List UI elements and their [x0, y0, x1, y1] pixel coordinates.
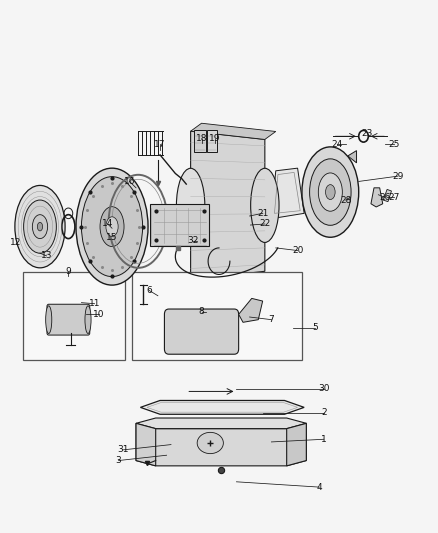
Text: 32: 32 — [187, 237, 198, 246]
Text: 7: 7 — [268, 315, 274, 324]
FancyBboxPatch shape — [207, 130, 217, 152]
Polygon shape — [348, 151, 357, 163]
Text: 31: 31 — [117, 446, 129, 455]
Ellipse shape — [76, 168, 148, 285]
Text: 4: 4 — [317, 482, 322, 491]
Ellipse shape — [177, 168, 205, 243]
Text: 10: 10 — [93, 310, 105, 319]
Text: 24: 24 — [331, 140, 343, 149]
Text: 13: 13 — [41, 252, 52, 260]
Polygon shape — [191, 123, 276, 140]
Ellipse shape — [251, 168, 279, 243]
Text: 26: 26 — [379, 193, 391, 202]
Text: 28: 28 — [340, 196, 351, 205]
Text: 8: 8 — [199, 307, 205, 316]
Ellipse shape — [46, 306, 52, 334]
FancyBboxPatch shape — [132, 272, 302, 360]
Polygon shape — [287, 423, 306, 466]
Ellipse shape — [85, 306, 91, 334]
Text: 25: 25 — [388, 140, 399, 149]
Text: 22: 22 — [259, 220, 271, 229]
Text: 29: 29 — [392, 172, 404, 181]
Text: 27: 27 — [388, 193, 399, 202]
Polygon shape — [239, 298, 263, 322]
Polygon shape — [383, 189, 392, 201]
Text: 3: 3 — [116, 456, 121, 465]
Text: 15: 15 — [106, 233, 118, 242]
Polygon shape — [272, 168, 304, 219]
Ellipse shape — [302, 147, 359, 237]
Text: 19: 19 — [209, 134, 220, 143]
Ellipse shape — [310, 159, 351, 225]
Polygon shape — [191, 131, 265, 279]
Ellipse shape — [37, 222, 42, 231]
FancyBboxPatch shape — [164, 309, 239, 354]
FancyBboxPatch shape — [22, 272, 125, 360]
Ellipse shape — [24, 200, 57, 253]
Text: 16: 16 — [124, 177, 135, 186]
Ellipse shape — [197, 432, 223, 454]
Text: 11: 11 — [89, 299, 100, 308]
Text: 18: 18 — [196, 134, 207, 143]
Ellipse shape — [106, 217, 118, 237]
Text: 17: 17 — [154, 140, 166, 149]
Polygon shape — [141, 400, 304, 414]
Text: 30: 30 — [318, 384, 329, 393]
Polygon shape — [136, 423, 155, 466]
Ellipse shape — [318, 173, 343, 211]
Text: 2: 2 — [321, 408, 327, 417]
Text: 21: 21 — [257, 209, 268, 218]
Polygon shape — [136, 423, 306, 466]
Ellipse shape — [81, 176, 143, 277]
Ellipse shape — [15, 185, 65, 268]
Text: 9: 9 — [66, 268, 71, 276]
Polygon shape — [136, 418, 306, 429]
Text: 12: 12 — [10, 238, 21, 247]
Text: 20: 20 — [292, 246, 303, 255]
Polygon shape — [371, 188, 383, 207]
Text: 5: 5 — [312, 323, 318, 332]
Text: 23: 23 — [362, 129, 373, 138]
FancyBboxPatch shape — [150, 204, 209, 246]
FancyBboxPatch shape — [194, 130, 206, 152]
Text: 14: 14 — [102, 220, 113, 229]
Text: 1: 1 — [321, 435, 327, 444]
Ellipse shape — [32, 215, 48, 239]
FancyBboxPatch shape — [47, 304, 90, 335]
Ellipse shape — [325, 184, 335, 199]
Ellipse shape — [100, 207, 124, 247]
Text: 6: 6 — [146, 286, 152, 295]
